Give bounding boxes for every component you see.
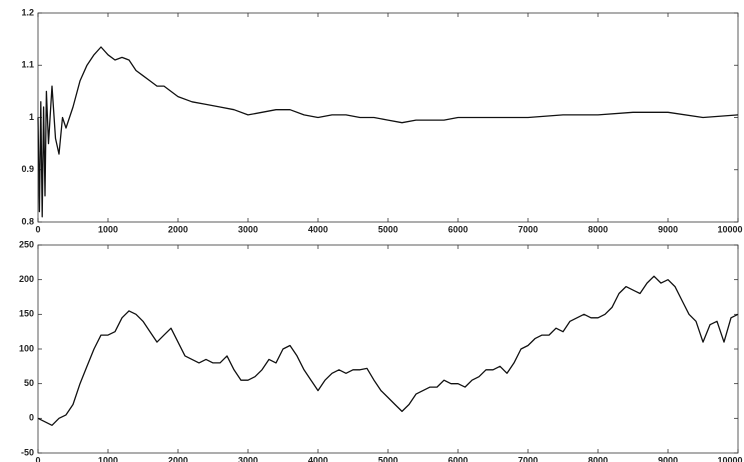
x-tick-label: 3000	[238, 455, 258, 462]
x-tick-label: 7000	[518, 455, 538, 462]
x-tick-label: 0	[35, 455, 40, 462]
y-tick-label: 0	[29, 413, 34, 423]
y-tick-label: 0.8	[21, 216, 34, 226]
x-tick-label: 6000	[448, 224, 468, 234]
x-tick-label: 4000	[308, 455, 328, 462]
y-tick-label: 200	[19, 274, 34, 284]
x-tick-label: 8000	[588, 455, 608, 462]
x-tick-label: 1000	[98, 455, 118, 462]
x-tick-label: 3000	[238, 224, 258, 234]
plot-frame	[37, 244, 739, 454]
y-tick-label: 150	[19, 309, 34, 319]
x-tick-label: 0	[35, 224, 40, 234]
line-series	[37, 275, 739, 426]
x-tick-label: 9000	[658, 224, 678, 234]
x-tick-label: 5000	[378, 224, 398, 234]
x-tick-label: 5000	[378, 455, 398, 462]
y-tick-label: 0.9	[21, 164, 34, 174]
y-tick-label: 1	[29, 112, 34, 122]
plot-frame	[37, 12, 739, 223]
y-tick-label: 1.2	[21, 7, 34, 17]
x-tick-label: 6000	[448, 455, 468, 462]
x-tick-label: 4000	[308, 224, 328, 234]
y-tick-label: 50	[24, 378, 34, 388]
x-tick-label: 10000	[717, 224, 742, 234]
x-tick-label: 10000	[717, 455, 742, 462]
x-tick-label: 1000	[98, 224, 118, 234]
x-tick-label: 2000	[168, 224, 188, 234]
y-tick-label: 100	[19, 343, 34, 353]
y-tick-label: 250	[19, 239, 34, 249]
y-tick-label: -50	[21, 447, 34, 457]
line-series	[37, 46, 739, 218]
x-tick-label: 9000	[658, 455, 678, 462]
x-tick-label: 7000	[518, 224, 538, 234]
x-tick-label: 8000	[588, 224, 608, 234]
x-tick-label: 2000	[168, 455, 188, 462]
y-tick-label: 1.1	[21, 60, 34, 70]
